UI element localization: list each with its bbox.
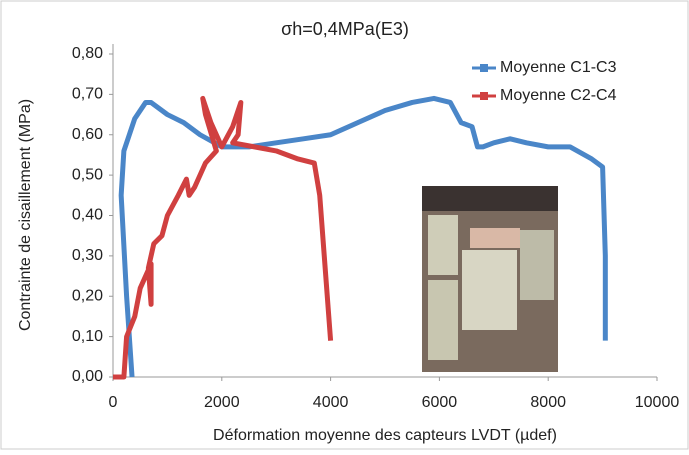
x-tick-label: 4000 bbox=[313, 394, 349, 411]
x-tick-label: 6000 bbox=[422, 394, 458, 411]
legend-label: Moyenne C1-C3 bbox=[500, 59, 617, 76]
y-tick-label: 0,30 bbox=[72, 247, 103, 264]
legend-label: Moyenne C2-C4 bbox=[500, 87, 617, 104]
y-tick-label: 0,10 bbox=[72, 328, 103, 345]
x-tick-label: 2000 bbox=[204, 394, 240, 411]
y-tick-label: 0,70 bbox=[72, 86, 103, 103]
y-tick-label: 0,40 bbox=[72, 207, 103, 224]
y-axis-title: Contrainte de cisaillement (MPa) bbox=[17, 99, 34, 331]
x-tick-label: 8000 bbox=[530, 394, 566, 411]
series-line bbox=[118, 95, 608, 378]
legend-marker bbox=[480, 64, 488, 72]
legend-marker bbox=[480, 92, 488, 100]
y-tick-label: 0,20 bbox=[72, 287, 103, 304]
chart-title: σh=0,4MPa(E3) bbox=[281, 19, 409, 39]
series-line bbox=[113, 95, 334, 380]
x-tick-label: 0 bbox=[109, 394, 118, 411]
y-tick-label: 0,50 bbox=[72, 166, 103, 183]
y-tick-label: 0,80 bbox=[72, 45, 103, 62]
y-tick-label: 0,60 bbox=[72, 126, 103, 143]
x-tick-label: 10000 bbox=[635, 394, 680, 411]
photo-inset bbox=[422, 186, 558, 372]
y-tick-label: 0,00 bbox=[72, 368, 103, 385]
x-axis-title: Déformation moyenne des capteurs LVDT (µ… bbox=[213, 427, 557, 444]
